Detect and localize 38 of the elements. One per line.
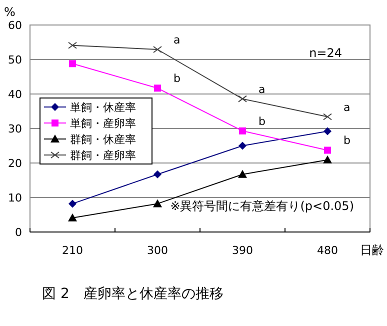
point bbox=[68, 213, 77, 222]
annotation: b bbox=[344, 134, 350, 148]
x-tick-label: 480 bbox=[317, 244, 338, 257]
annotation: b bbox=[174, 72, 180, 86]
point bbox=[68, 200, 76, 208]
annotation: a bbox=[174, 33, 180, 46]
point bbox=[153, 199, 162, 208]
y-tick-label: 50 bbox=[8, 54, 22, 66]
point bbox=[324, 146, 331, 154]
point bbox=[323, 155, 332, 164]
point bbox=[154, 170, 162, 178]
point bbox=[69, 60, 76, 68]
x-tick-label: 300 bbox=[147, 244, 168, 257]
x-tick-label: 390 bbox=[232, 244, 253, 257]
point bbox=[238, 142, 246, 150]
annotation: a bbox=[344, 100, 350, 114]
y-tick-label: 40 bbox=[8, 88, 22, 101]
legend-label: 単飼・産卵率 bbox=[70, 117, 136, 130]
annotation: ※異符号間に有意差有り(p<0.05) bbox=[170, 199, 354, 213]
legend-label: 群飼・産卵率 bbox=[70, 149, 136, 162]
point bbox=[324, 127, 332, 136]
point bbox=[238, 170, 247, 178]
x-tick-label: 210 bbox=[62, 244, 83, 257]
annotation: b bbox=[258, 114, 266, 128]
y-axis-title: % bbox=[4, 5, 16, 19]
y-tick-label: 0 bbox=[15, 226, 22, 239]
annotation: a bbox=[258, 82, 266, 96]
point bbox=[239, 127, 246, 134]
annotation: n=24 bbox=[309, 46, 342, 60]
y-tick-label: 10 bbox=[8, 192, 22, 204]
legend-label: 単飼・休産率 bbox=[70, 101, 136, 114]
x-axis-title: 日齢 bbox=[360, 243, 384, 257]
legend-label: 群飼・休産率 bbox=[70, 133, 136, 146]
text: 図 2 産卵率と休産率の推移 bbox=[42, 286, 224, 302]
y-tick-label: 20 bbox=[8, 157, 22, 170]
point bbox=[154, 84, 161, 92]
y-tick-label: 30 bbox=[8, 122, 22, 136]
y-tick-label: 60 bbox=[8, 19, 22, 32]
